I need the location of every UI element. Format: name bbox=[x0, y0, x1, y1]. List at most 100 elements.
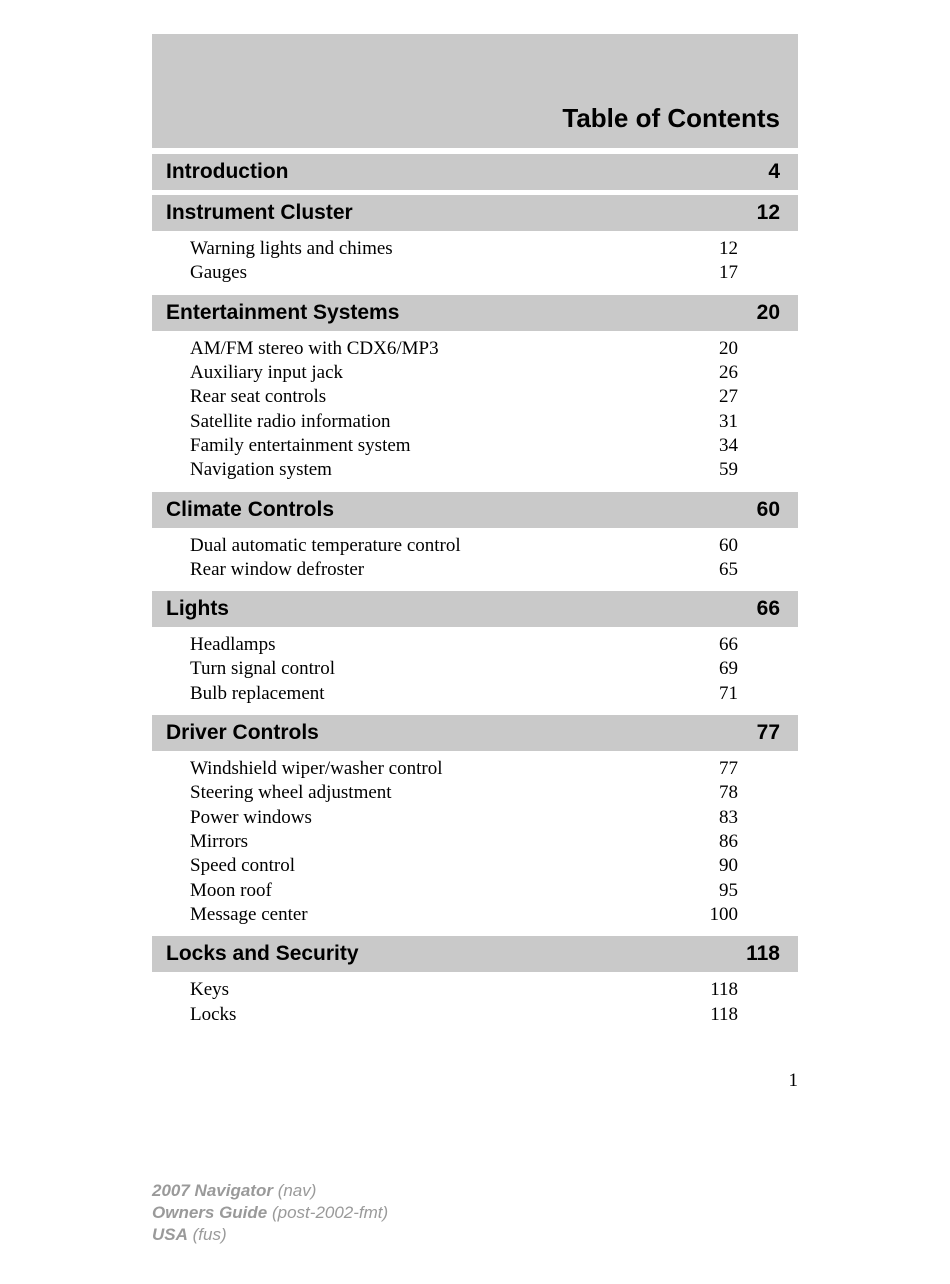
toc-item-page: 69 bbox=[698, 657, 738, 681]
toc-item-label: Bulb replacement bbox=[190, 682, 325, 706]
toc-item-label: AM/FM stereo with CDX6/MP3 bbox=[190, 337, 439, 361]
toc-item-label: Navigation system bbox=[190, 458, 332, 482]
toc-item-label: Moon roof bbox=[190, 879, 272, 903]
toc-items: Warning lights and chimes12Gauges17 bbox=[152, 235, 798, 290]
toc-item-label: Mirrors bbox=[190, 830, 248, 854]
toc-item-page: 95 bbox=[698, 879, 738, 903]
toc-items: Dual automatic temperature control60Rear… bbox=[152, 532, 798, 587]
toc-item-label: Headlamps bbox=[190, 633, 275, 657]
toc-item-label: Rear window defroster bbox=[190, 558, 364, 582]
toc-item-row: Headlamps 66 bbox=[152, 633, 798, 657]
toc-section-bar: Entertainment Systems 20 bbox=[152, 295, 798, 331]
toc-item-page: 17 bbox=[698, 261, 738, 285]
toc-item-row: Rear window defroster 65 bbox=[152, 558, 798, 582]
toc-item-page: 78 bbox=[698, 781, 738, 805]
toc-item-row: Family entertainment system 34 bbox=[152, 434, 798, 458]
toc-item-row: Auxiliary input jack 26 bbox=[152, 361, 798, 385]
toc-item-page: 71 bbox=[698, 682, 738, 706]
toc-item-page: 118 bbox=[698, 1003, 738, 1027]
toc-item-page: 86 bbox=[698, 830, 738, 854]
toc-item-page: 77 bbox=[698, 757, 738, 781]
footer-region: USA bbox=[152, 1225, 188, 1244]
toc-section-title: Locks and Security bbox=[166, 942, 359, 966]
toc-item-label: Turn signal control bbox=[190, 657, 335, 681]
toc-section-title: Lights bbox=[166, 597, 229, 621]
toc-item-label: Auxiliary input jack bbox=[190, 361, 343, 385]
toc-section-title: Driver Controls bbox=[166, 721, 319, 745]
footer-region-code: (fus) bbox=[193, 1225, 227, 1244]
toc-section-page: 4 bbox=[768, 160, 780, 184]
toc-item-label: Locks bbox=[190, 1003, 236, 1027]
toc-section-bar: Climate Controls 60 bbox=[152, 492, 798, 528]
toc-section-bar: Instrument Cluster 12 bbox=[152, 195, 798, 231]
toc-section-title: Instrument Cluster bbox=[166, 201, 353, 225]
toc-body: Introduction4Instrument Cluster12Warning… bbox=[152, 154, 798, 1031]
toc-section-bar: Locks and Security 118 bbox=[152, 936, 798, 972]
toc-section-title: Entertainment Systems bbox=[166, 301, 399, 325]
toc-item-label: Rear seat controls bbox=[190, 385, 326, 409]
page-title: Table of Contents bbox=[562, 103, 780, 134]
toc-item-label: Speed control bbox=[190, 854, 295, 878]
toc-section-page: 20 bbox=[757, 301, 780, 325]
toc-item-row: Locks 118 bbox=[152, 1003, 798, 1027]
toc-item-page: 90 bbox=[698, 854, 738, 878]
toc-item-row: Power windows 83 bbox=[152, 806, 798, 830]
toc-item-row: Warning lights and chimes12 bbox=[152, 237, 798, 261]
toc-item-page: 26 bbox=[698, 361, 738, 385]
toc-item-page: 83 bbox=[698, 806, 738, 830]
footer-guide: Owners Guide bbox=[152, 1203, 267, 1222]
toc-section-page: 12 bbox=[757, 201, 780, 225]
toc-item-row: Bulb replacement 71 bbox=[152, 682, 798, 706]
toc-items: Windshield wiper/washer control 77 Steerin… bbox=[152, 755, 798, 931]
toc-item-label: Power windows bbox=[190, 806, 312, 830]
toc-section-page: 66 bbox=[757, 597, 780, 621]
footer-line-1: 2007 Navigator (nav) bbox=[152, 1180, 388, 1202]
toc-section-title: Climate Controls bbox=[166, 498, 334, 522]
toc-item-row: Windshield wiper/washer control 77 bbox=[152, 757, 798, 781]
toc-section-page: 60 bbox=[757, 498, 780, 522]
page-container: Table of Contents Introduction 4 Instrumen… bbox=[0, 0, 950, 1031]
toc-item-page: 12 bbox=[698, 237, 738, 261]
toc-item-label: Dual automatic temperature control bbox=[190, 534, 461, 558]
toc-section-bar: Lights 66 bbox=[152, 591, 798, 627]
toc-item-row: Rear seat controls 27 bbox=[152, 385, 798, 409]
toc-section-page: 77 bbox=[757, 721, 780, 745]
toc-item-page: 66 bbox=[698, 633, 738, 657]
toc-item-row: Message center 100 bbox=[152, 903, 798, 927]
toc-items: AM/FM stereo with CDX6/MP320Auxiliary in… bbox=[152, 335, 798, 487]
toc-item-page: 34 bbox=[698, 434, 738, 458]
toc-item-row: Turn signal control 69 bbox=[152, 657, 798, 681]
toc-item-label: Family entertainment system bbox=[190, 434, 411, 458]
toc-item-row: Gauges17 bbox=[152, 261, 798, 285]
toc-item-row: Mirrors 86 bbox=[152, 830, 798, 854]
toc-section-title: Introduction bbox=[166, 160, 288, 184]
footer-line-2: Owners Guide (post-2002-fmt) bbox=[152, 1202, 388, 1224]
title-block: Table of Contents bbox=[152, 34, 798, 148]
toc-item-page: 100 bbox=[698, 903, 738, 927]
footer-model-code: (nav) bbox=[278, 1181, 317, 1200]
toc-items: Keys 118 Locks 118 bbox=[152, 976, 798, 1031]
toc-section-bar: Introduction 4 bbox=[152, 154, 798, 190]
toc-item-label: Steering wheel adjustment bbox=[190, 781, 392, 805]
toc-item-label: Message center bbox=[190, 903, 308, 927]
toc-section-page: 118 bbox=[746, 942, 780, 966]
toc-item-page: 65 bbox=[698, 558, 738, 582]
toc-item-page: 60 bbox=[698, 534, 738, 558]
toc-item-page: 27 bbox=[698, 385, 738, 409]
toc-item-row: Dual automatic temperature control 60 bbox=[152, 534, 798, 558]
toc-item-row: Speed control 90 bbox=[152, 854, 798, 878]
toc-item-page: 118 bbox=[698, 978, 738, 1002]
page-number: 1 bbox=[789, 1070, 799, 1092]
toc-items: Headlamps66Turn signal control69Bulb rep… bbox=[152, 631, 798, 710]
toc-item-page: 59 bbox=[698, 458, 738, 482]
toc-item-row: Moon roof 95 bbox=[152, 879, 798, 903]
toc-section-bar: Driver Controls 77 bbox=[152, 715, 798, 751]
toc-item-row: Navigation system 59 bbox=[152, 458, 798, 482]
footer-model: 2007 Navigator bbox=[152, 1181, 273, 1200]
footer: 2007 Navigator (nav) Owners Guide (post-… bbox=[152, 1180, 388, 1246]
toc-item-label: Keys bbox=[190, 978, 229, 1002]
toc-item-label: Satellite radio information bbox=[190, 410, 391, 434]
footer-line-3: USA (fus) bbox=[152, 1224, 388, 1246]
toc-item-label: Windshield wiper/washer control bbox=[190, 757, 443, 781]
toc-item-row: AM/FM stereo with CDX6/MP320 bbox=[152, 337, 798, 361]
